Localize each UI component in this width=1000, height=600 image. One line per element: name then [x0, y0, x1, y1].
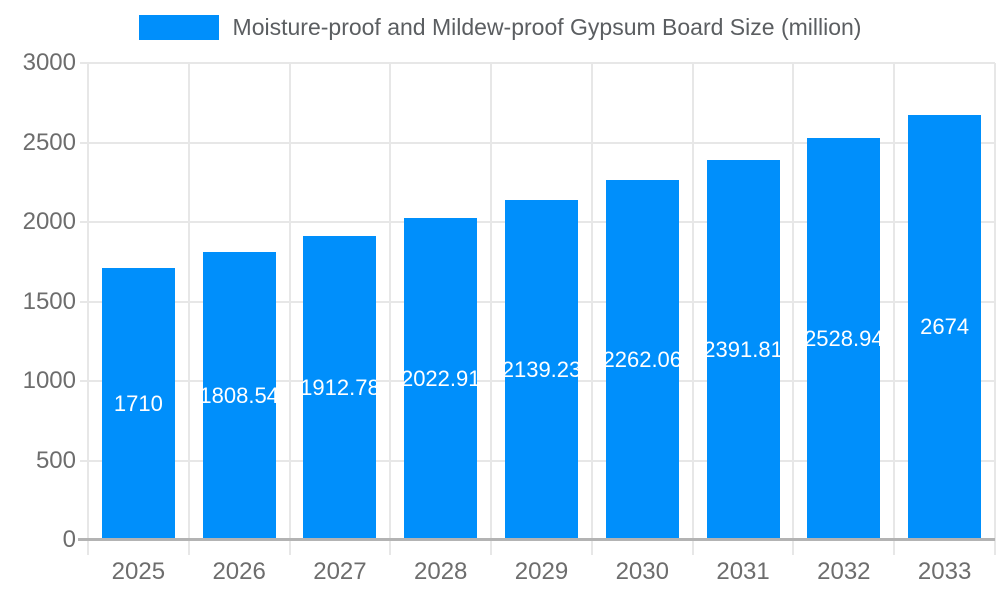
- x-gridline: [893, 63, 896, 555]
- x-axis-label: 2031: [716, 558, 770, 585]
- bar-2032[interactable]: 2528.94: [807, 137, 881, 540]
- x-gridline: [288, 63, 291, 555]
- x-gridline: [389, 63, 392, 555]
- bar-2033[interactable]: 2674: [908, 114, 982, 540]
- y-axis-tick-label: 1000: [22, 367, 76, 394]
- bar-2030[interactable]: 2262.06: [605, 180, 679, 540]
- y-axis-tick-label: 3000: [22, 49, 76, 76]
- legend-item[interactable]: Moisture-proof and Mildew-proof Gypsum B…: [0, 14, 1000, 41]
- bar-value-label: 2262.06: [605, 347, 679, 373]
- bar-2025[interactable]: 1710: [101, 268, 175, 540]
- bar-2026[interactable]: 1808.54: [202, 252, 276, 540]
- bar-value-label: 1710: [113, 391, 163, 417]
- bar-value-label: 2391.81: [706, 336, 780, 362]
- y-axis-tick-label: 2500: [22, 128, 76, 156]
- bar-2031[interactable]: 2391.81: [706, 159, 780, 540]
- x-axis-label: 2026: [212, 558, 266, 585]
- bar-value-label: 2139.23: [505, 356, 578, 382]
- y-axis-tick-label: 1500: [22, 287, 76, 315]
- x-gridline: [994, 63, 996, 555]
- plot-area: 1710 1808.54 1912.78 2022.91 2139.23 2262.06 2…: [78, 62, 996, 555]
- x-axis-label: 2027: [313, 558, 367, 585]
- x-axis-label: 2030: [615, 558, 669, 585]
- bar-value-label: 2528.94: [807, 325, 881, 351]
- bar-value-label: 2674: [920, 314, 970, 340]
- x-gridline: [691, 63, 694, 555]
- x-axis-label: 2028: [414, 558, 468, 585]
- bar-2029[interactable]: 2139.23: [505, 199, 578, 540]
- x-gridline: [187, 63, 190, 555]
- bar-2028[interactable]: 2022.91: [404, 218, 478, 540]
- x-gridline: [87, 63, 89, 555]
- bar-value-label: 1912.78: [303, 374, 377, 400]
- legend-color-swatch: [138, 15, 219, 40]
- y-gridline: [80, 141, 995, 144]
- bar-value-label: 1808.54: [202, 383, 276, 409]
- x-gridline: [792, 63, 795, 555]
- x-axis-label: 2033: [917, 558, 972, 585]
- bar-2027[interactable]: 1912.78: [303, 235, 377, 540]
- x-gridline: [490, 63, 493, 555]
- bar-value-label: 2022.91: [404, 366, 478, 392]
- legend-label: Moisture-proof and Mildew-proof Gypsum B…: [232, 14, 862, 40]
- x-gridline: [590, 63, 593, 555]
- x-axis-label: 2029: [514, 558, 569, 585]
- y-axis-tick-label: 2000: [22, 208, 76, 235]
- x-axis-label: 2032: [817, 558, 871, 585]
- x-axis-line: [78, 538, 995, 541]
- y-gridline: [80, 62, 995, 64]
- x-axis-label: 2025: [111, 558, 166, 585]
- y-axis-tick-label: 500: [35, 446, 76, 474]
- y-axis-tick-label: 0: [62, 526, 76, 553]
